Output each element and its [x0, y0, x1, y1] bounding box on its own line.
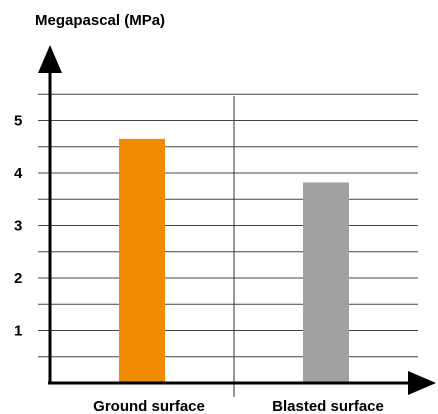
bar	[303, 182, 349, 383]
x-axis-arrow	[408, 371, 436, 395]
category-label: Ground surface	[93, 398, 205, 414]
category-labels: Ground surface Blasted surface	[93, 398, 384, 414]
y-tick-label: 3	[14, 218, 22, 235]
y-tick-label: 2	[14, 270, 22, 287]
bar	[119, 138, 165, 383]
y-axis-arrow	[38, 45, 62, 73]
y-tick-label: 4	[14, 165, 23, 182]
y-axis-title: Megapascal (MPa)	[35, 12, 165, 29]
gridlines	[38, 93, 418, 358]
y-tick-label: 1	[14, 323, 22, 340]
category-label: Blasted surface	[272, 398, 384, 414]
y-tick-labels: 1 2 3 4 5	[14, 113, 23, 340]
y-tick-label: 5	[14, 113, 22, 130]
bars	[119, 138, 349, 383]
